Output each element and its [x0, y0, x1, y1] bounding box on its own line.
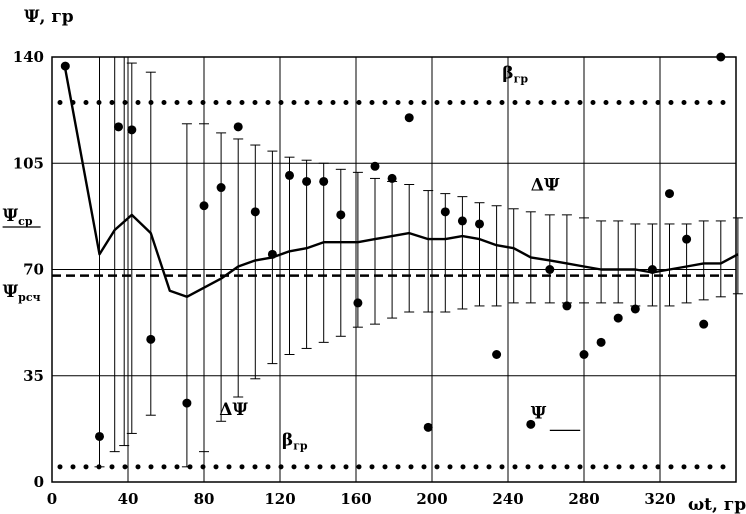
annotation-5: Ψср [3, 206, 33, 228]
data-point-33 [682, 234, 692, 244]
data-point-6 [199, 201, 209, 211]
data-point-11 [285, 170, 294, 180]
data-point-35 [716, 52, 726, 62]
annotations: βгр βгр ΔΨ ΔΨ Ψ Ψср Ψрсч [3, 63, 560, 452]
data-point-15 [353, 298, 363, 308]
data-point-21 [457, 216, 467, 226]
data-point-16 [370, 161, 380, 171]
annotation-1: βгр [282, 431, 308, 453]
data-point-2 [114, 122, 123, 132]
x-tick-label-0: 0 [47, 490, 57, 508]
x-tick-label-1: 40 [118, 490, 139, 508]
annotation-4: Ψ [531, 403, 547, 423]
x-tick-label-6: 240 [492, 490, 523, 508]
data-point-30 [630, 304, 640, 314]
data-point-24 [526, 419, 536, 429]
x-tick-label-4: 160 [340, 490, 371, 508]
data-point-27 [579, 350, 589, 359]
x-tick-label-8: 320 [644, 490, 675, 508]
data-point-26 [562, 301, 572, 311]
x-tick-label-3: 120 [264, 490, 295, 508]
tick-labels: 0 40 80 120 160 200 240 280 320 0 35 70 105 140 [13, 48, 676, 508]
reference-lines [52, 100, 736, 470]
data-point-23 [492, 350, 502, 359]
data-point-9 [250, 207, 260, 217]
data-point-32 [665, 189, 674, 199]
y-tick-label-2: 70 [23, 261, 44, 279]
data-point-12 [302, 176, 312, 186]
x-tick-label-5: 200 [416, 490, 447, 508]
data-point-1 [95, 431, 104, 441]
data-point-7 [216, 183, 226, 193]
data-point-3 [127, 125, 137, 135]
annotation-2: ΔΨ [531, 176, 560, 196]
data-point-28 [596, 337, 606, 347]
data-point-5 [182, 398, 192, 408]
data-point-13 [319, 176, 329, 186]
y-tick-label-0: 0 [34, 473, 44, 491]
annotation-0: βгр [502, 63, 528, 85]
legend-marks [2, 226, 581, 432]
y-tick-label-4: 140 [13, 48, 44, 66]
data-point-0 [60, 61, 70, 71]
psi-mean-line [64, 68, 739, 298]
data-points [60, 52, 726, 441]
data-point-29 [613, 313, 623, 323]
data-point-31 [647, 265, 657, 274]
annotation-3: ΔΨ [219, 400, 248, 420]
data-point-18 [404, 113, 414, 123]
annotation-6: Ψрсч [3, 282, 41, 304]
data-point-17 [387, 173, 397, 183]
data-point-4 [146, 334, 156, 344]
y-tick-label-1: 35 [23, 367, 44, 385]
data-point-19 [423, 422, 433, 432]
y-tick-label-3: 105 [13, 154, 44, 172]
data-point-34 [699, 319, 709, 329]
data-point-8 [233, 122, 243, 132]
data-point-22 [475, 219, 484, 229]
mean-line [64, 68, 739, 298]
data-point-20 [440, 207, 450, 217]
x-tick-label-7: 280 [568, 490, 599, 508]
x-tick-label-2: 80 [194, 490, 215, 508]
x-axis-label: ωt, гр [688, 495, 746, 514]
data-point-14 [336, 210, 346, 220]
y-axis-label: Ψ, гр [24, 7, 74, 27]
error-bars [94, 56, 743, 468]
data-point-25 [545, 265, 555, 274]
data-point-10 [267, 249, 277, 259]
